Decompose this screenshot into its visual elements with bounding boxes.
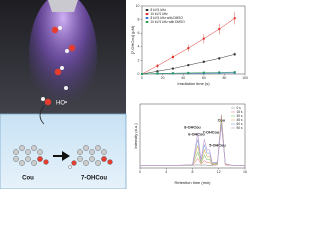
marker [141, 73, 143, 75]
legend-marker [146, 9, 148, 11]
series-line [140, 114, 245, 166]
marker [171, 56, 174, 58]
molecules [51, 26, 76, 90]
legend-label: 45 s [237, 118, 243, 122]
x-tick-label: 8 [192, 170, 194, 174]
peak-label: 5-OHCou [209, 144, 226, 148]
marker [156, 72, 159, 75]
legend-label: 0 s [237, 106, 242, 110]
y-axis-label: Intensity (a.u.) [133, 123, 138, 149]
legend-marker [146, 17, 148, 19]
x-tick-label: 0 [141, 76, 143, 80]
marker [202, 71, 205, 74]
hydrogen-atom [65, 49, 69, 53]
hydrogen-atom [58, 26, 62, 30]
coumarin-structure [13, 145, 49, 166]
marker [202, 37, 205, 40]
marker [218, 57, 221, 60]
marker [171, 72, 174, 75]
marker [156, 64, 159, 67]
marker [218, 71, 221, 74]
legend-marker [146, 13, 148, 15]
chart: 0 20 40 60 80 100 0 2 4 6 8 10 Irradiation time (s) [… [130, 4, 248, 86]
legend-label: 90 s [237, 126, 243, 130]
hydroxycoumarin-structure [68, 145, 113, 169]
legend-label: 10 kV/1 kHz with DMSO [151, 20, 186, 24]
legend-label: 8 kV/1 kHz with DMSO [151, 16, 184, 20]
y-axis-label: [7-OHCou] (μM) [130, 25, 135, 54]
reaction-diagram: HO• Cou 7-OHCou [0, 0, 127, 190]
solution [0, 113, 127, 190]
reaction-arrow [53, 151, 70, 161]
reactant-label: Cou [22, 176, 34, 182]
marker [202, 60, 205, 63]
legend-label: 8 kV/1 kHz [151, 8, 167, 12]
graphical-abstract: HO• Cou 7-OHCou 0 20 40 60 80 1000246810Irrad… [0, 0, 248, 190]
marker [233, 53, 236, 56]
x-axis-label: Retention time (min) [174, 180, 211, 185]
y-tick-label: 10 [136, 4, 140, 8]
series-line [140, 116, 245, 166]
peak-label: 6-OHCou [188, 133, 205, 137]
oxygen-atom [68, 44, 76, 52]
hydrogen-atom [64, 86, 68, 90]
hydrogen-atom [41, 97, 45, 101]
x-tick-label: 16 [243, 170, 247, 174]
electrode [48, 0, 78, 12]
marker [171, 67, 174, 70]
oxygen-atom [54, 68, 62, 76]
y-tick-label: 0 [138, 72, 140, 76]
legend-label: 30 s [237, 114, 243, 118]
chart: 0 4 8 12 16 Retention time (min) Intensity (a.… [133, 103, 247, 185]
x-tick-label: 4 [165, 170, 167, 174]
peak-label: Cou [218, 119, 226, 123]
oxygen-atom [44, 98, 52, 106]
hydrogen-atom [60, 66, 64, 70]
x-tick-label: 20 [161, 76, 165, 80]
peak-label: 7-OHCou [203, 130, 220, 134]
legend-marker [146, 21, 148, 23]
x-tick-label: 0 [139, 170, 141, 174]
x-tick-label: 80 [222, 76, 226, 80]
hydroxyl-label: HO• [56, 101, 67, 107]
marker [218, 28, 221, 31]
x-tick-label: 40 [181, 76, 185, 80]
y-tick-label: 2 [138, 58, 140, 62]
marker [187, 64, 190, 67]
x-tick-label: 60 [202, 76, 206, 80]
legend-label: 10 kV/1 kHz [151, 12, 169, 16]
peak-label: 8-OHCou [184, 126, 201, 130]
x-axis-label: Irradiation time (s) [177, 81, 210, 86]
y-tick-label: 6 [138, 31, 140, 35]
marker [187, 71, 190, 74]
legend-label: 60 s [237, 122, 243, 126]
x-tick-label: 100 [242, 76, 248, 80]
x-tick-label: 12 [217, 170, 221, 174]
marker [187, 47, 190, 50]
y-tick-label: 8 [138, 18, 140, 22]
marker [233, 17, 236, 20]
product-label: 7-OHCou [81, 176, 107, 182]
y-tick-label: 4 [138, 45, 140, 49]
oxygen-atom [51, 26, 59, 34]
series-line [140, 125, 245, 166]
plasma-jet [29, 0, 97, 117]
legend-label: 15 s [237, 110, 243, 114]
marker [156, 70, 159, 73]
page: {"chart_data": [ {"type": "line", "marke… [0, 0, 248, 190]
attack-arrow [39, 105, 45, 125]
plot-frame [141, 5, 246, 75]
marker [233, 71, 236, 74]
